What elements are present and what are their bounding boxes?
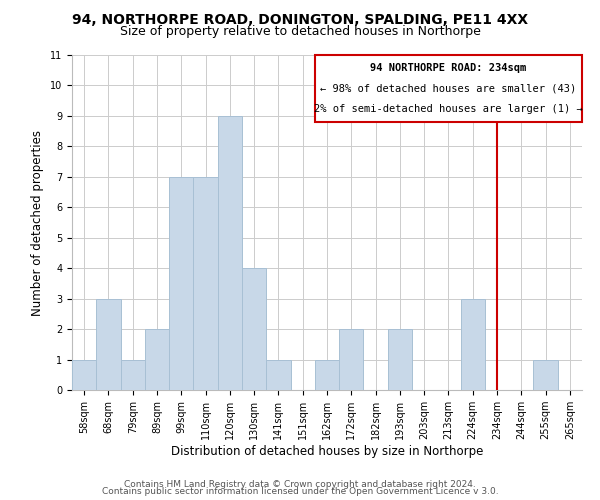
Bar bbox=[388, 329, 412, 390]
Text: 94, NORTHORPE ROAD, DONINGTON, SPALDING, PE11 4XX: 94, NORTHORPE ROAD, DONINGTON, SPALDING,… bbox=[72, 12, 528, 26]
Text: 94 NORTHORPE ROAD: 234sqm: 94 NORTHORPE ROAD: 234sqm bbox=[370, 64, 527, 74]
FancyBboxPatch shape bbox=[315, 55, 582, 122]
Text: ← 98% of detached houses are smaller (43): ← 98% of detached houses are smaller (43… bbox=[320, 84, 577, 94]
Bar bbox=[218, 116, 242, 390]
Bar bbox=[193, 177, 218, 390]
Bar bbox=[145, 329, 169, 390]
Bar bbox=[72, 360, 96, 390]
Bar bbox=[96, 298, 121, 390]
Text: Size of property relative to detached houses in Northorpe: Size of property relative to detached ho… bbox=[119, 25, 481, 38]
Bar bbox=[242, 268, 266, 390]
Bar bbox=[266, 360, 290, 390]
Bar bbox=[121, 360, 145, 390]
Text: Contains public sector information licensed under the Open Government Licence v : Contains public sector information licen… bbox=[101, 487, 499, 496]
Bar bbox=[169, 177, 193, 390]
X-axis label: Distribution of detached houses by size in Northorpe: Distribution of detached houses by size … bbox=[171, 445, 483, 458]
Bar bbox=[315, 360, 339, 390]
Bar bbox=[339, 329, 364, 390]
Bar bbox=[461, 298, 485, 390]
Text: 2% of semi-detached houses are larger (1) →: 2% of semi-detached houses are larger (1… bbox=[314, 104, 583, 114]
Bar bbox=[533, 360, 558, 390]
Text: Contains HM Land Registry data © Crown copyright and database right 2024.: Contains HM Land Registry data © Crown c… bbox=[124, 480, 476, 489]
Y-axis label: Number of detached properties: Number of detached properties bbox=[31, 130, 44, 316]
